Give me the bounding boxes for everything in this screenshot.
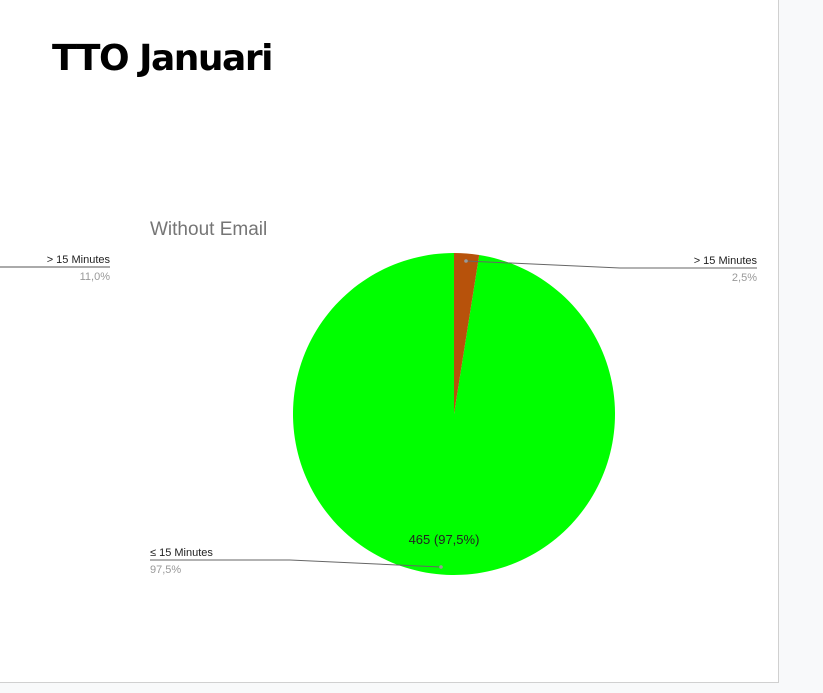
callout-under-15-dot <box>439 565 443 569</box>
slice-under-15-data-label: 465 (97,5%) <box>409 532 480 547</box>
slide-title: TTO Januari <box>52 38 273 79</box>
callout-over-15-line <box>465 260 757 269</box>
callout-under-15-percent: 97,5% <box>150 564 181 576</box>
callout-over-15-dot <box>464 259 468 263</box>
side-slice-percent: 11,0% <box>80 271 111 283</box>
callout-over-15: > 15 Minutes 2,5% <box>464 255 757 284</box>
callout-under-15: ≤ 15 Minutes 97,5% <box>150 547 443 576</box>
chart-title: Without Email <box>150 219 267 240</box>
callout-under-15-label: ≤ 15 Minutes <box>150 547 213 559</box>
slice-over-15 <box>454 253 480 414</box>
side-slice-label: > 15 Minutes <box>47 254 111 266</box>
pie <box>293 253 616 576</box>
slice-under-15 <box>293 253 616 576</box>
callout-over-15-percent: 2,5% <box>732 272 757 284</box>
callout-under-15-line <box>150 559 442 568</box>
side-chart-fragment: > 15 Minutes 11,0% <box>0 254 110 283</box>
callout-over-15-label: > 15 Minutes <box>694 255 758 267</box>
right-panel-strip <box>779 0 823 693</box>
